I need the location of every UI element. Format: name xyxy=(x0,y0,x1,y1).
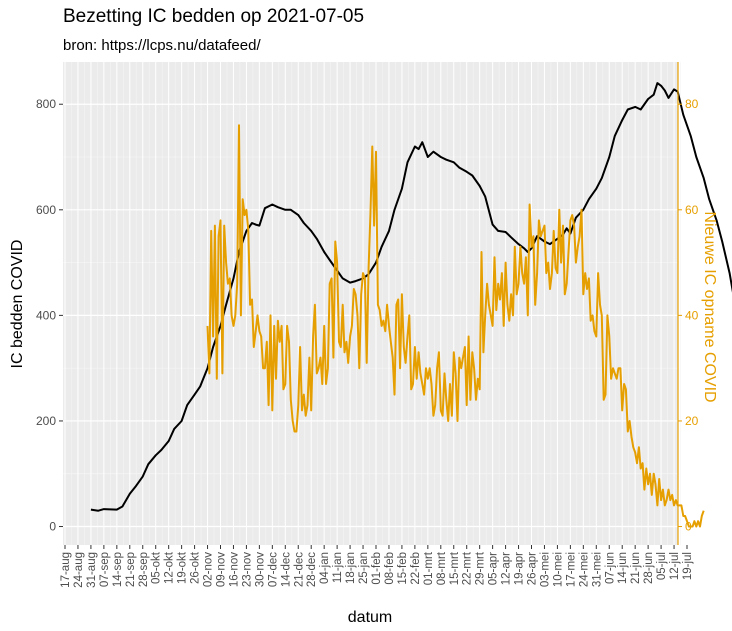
y2-axis-label: Nieuwe IC opname COVID xyxy=(701,211,718,402)
x-tick-label: 15-feb xyxy=(397,552,409,585)
x-tick-label: 28-sep xyxy=(138,552,150,587)
y-tick-label: 600 xyxy=(36,203,56,217)
grid-major xyxy=(63,62,688,545)
x-tick-label: 25-jan xyxy=(358,552,370,584)
axis-bottom: 17-aug 24-aug 31-aug 07-sep 14-sep 21-sep 28-s… xyxy=(60,545,694,588)
y-tick-label: 800 xyxy=(36,97,56,111)
x-tick-label: 05-apr xyxy=(488,552,500,585)
x-tick-label: 30-nov xyxy=(254,552,266,587)
x-tick-label: 31-aug xyxy=(86,552,98,588)
x-tick-label: 22-mrt xyxy=(462,551,474,585)
x-tick-label: 14-dec xyxy=(280,552,292,587)
chart-subtitle: bron: https://lcps.nu/datafeed/ xyxy=(63,37,261,54)
x-tick-label: 04-jan xyxy=(319,552,331,584)
x-tick-label: 23-nov xyxy=(241,552,253,587)
y2-tick-label: 60 xyxy=(685,203,699,217)
x-tick-label: 07-sep xyxy=(99,552,111,587)
y2-tick-label: 0 xyxy=(685,520,692,534)
x-tick-label: 12-apr xyxy=(501,552,513,585)
y-tick-label: 200 xyxy=(36,414,56,428)
x-tick-label: 16-nov xyxy=(228,552,240,587)
x-tick-label: 19-jul xyxy=(682,552,694,580)
x-tick-label: 31-mei xyxy=(591,552,603,587)
x-tick-label: 11-jan xyxy=(332,552,344,583)
x-tick-label: 17-mei xyxy=(565,552,577,587)
x-tick-label: 17-aug xyxy=(60,552,72,588)
x-tick-label: 28-jun xyxy=(643,552,655,584)
axis-left: 0 200 400 600 800 xyxy=(36,97,63,534)
x-tick-label: 08-mrt xyxy=(436,551,448,585)
x-tick-label: 12-okt xyxy=(164,551,176,584)
x-tick-label: 14-jun xyxy=(617,552,629,584)
y-axis-label: IC bedden COVID xyxy=(9,240,26,369)
x-tick-label: 24-aug xyxy=(73,552,85,588)
x-tick-label: 15-mrt xyxy=(449,551,461,585)
x-tick-label: 09-nov xyxy=(216,552,228,587)
x-tick-label: 02-nov xyxy=(203,552,215,587)
x-tick-label: 29-mrt xyxy=(475,551,487,585)
x-tick-label: 05-jul xyxy=(656,552,668,580)
x-tick-label: 01-feb xyxy=(371,552,383,585)
x-tick-label: 22-feb xyxy=(410,552,422,585)
x-tick-label: 21-jun xyxy=(630,552,642,584)
y2-tick-label: 20 xyxy=(685,414,699,428)
x-tick-label: 08-feb xyxy=(384,552,396,585)
x-axis-label: datum xyxy=(348,609,392,626)
axis-right: 0 20 40 60 80 xyxy=(677,62,699,545)
x-tick-label: 14-sep xyxy=(112,552,124,587)
x-tick-label: 19-apr xyxy=(514,552,526,585)
series-line-ic-bedden xyxy=(90,82,732,512)
x-tick-label: 26-okt xyxy=(190,551,202,584)
y-tick-label: 0 xyxy=(49,520,56,534)
x-tick-label: 12-jul xyxy=(669,552,681,580)
chart-title: Bezetting IC bedden op 2021-07-05 xyxy=(63,6,365,27)
x-tick-label: 21-dec xyxy=(293,552,305,587)
x-tick-label: 07-jun xyxy=(604,552,616,584)
x-tick-label: 01-mrt xyxy=(423,551,435,585)
x-tick-label: 26-apr xyxy=(527,552,539,585)
series-line-opname xyxy=(206,124,705,528)
x-tick-label: 03-mei xyxy=(539,552,551,587)
x-tick-label: 05-okt xyxy=(151,551,163,584)
y-tick-label: 400 xyxy=(36,308,56,322)
x-tick-label: 18-jan xyxy=(345,552,357,584)
y2-tick-label: 80 xyxy=(685,97,699,111)
series-layer xyxy=(90,82,732,528)
y2-tick-label: 40 xyxy=(685,308,699,322)
x-tick-label: 24-mei xyxy=(578,552,590,587)
x-tick-label: 21-sep xyxy=(125,552,137,587)
x-tick-label: 07-dec xyxy=(267,552,279,587)
plot-panel xyxy=(63,62,678,545)
x-tick-label: 10-mei xyxy=(552,552,564,587)
x-tick-label: 19-okt xyxy=(177,551,189,584)
x-tick-label: 28-dec xyxy=(306,552,318,587)
